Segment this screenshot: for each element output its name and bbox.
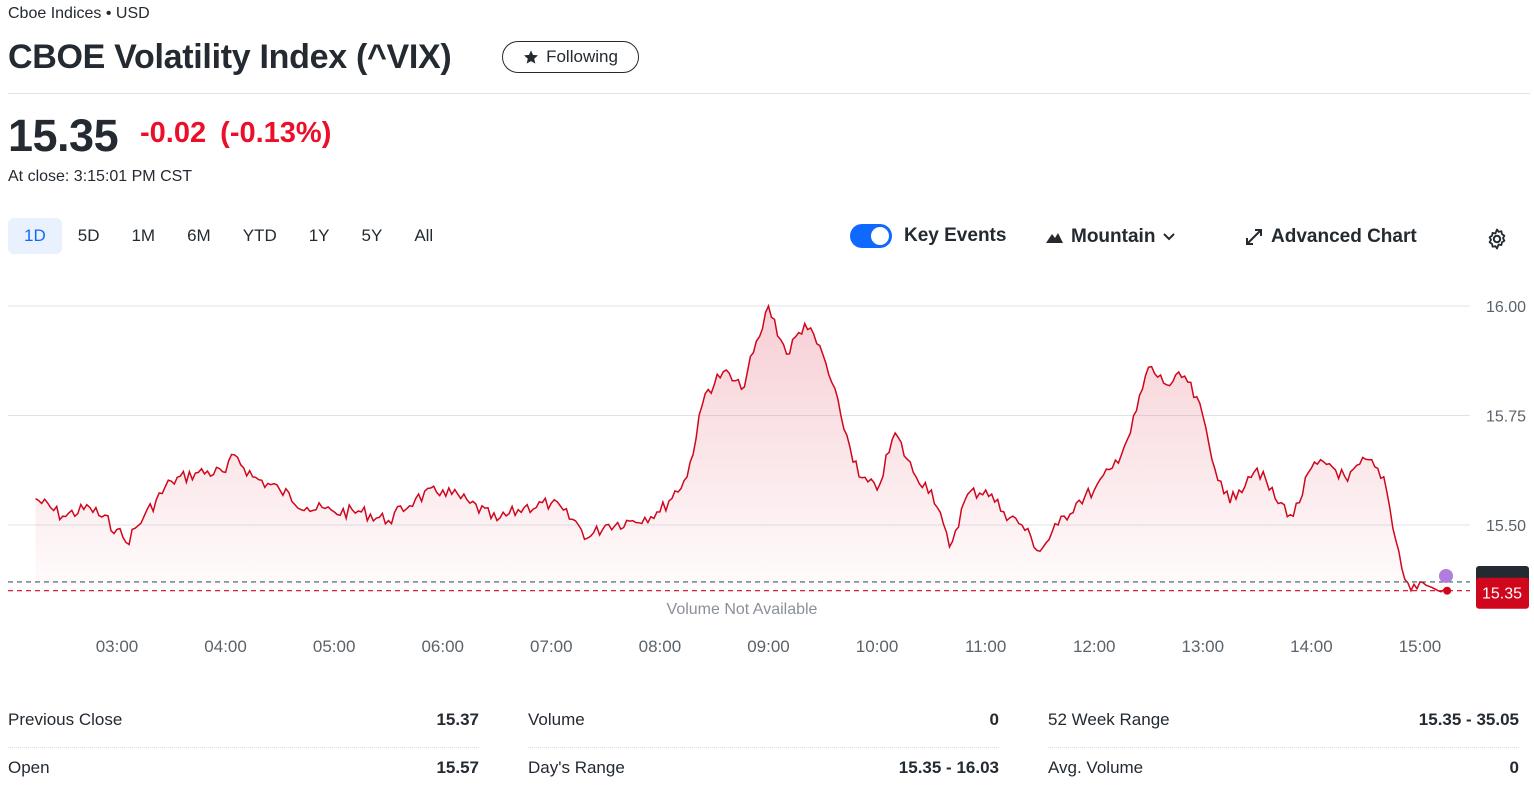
range-6m[interactable]: 6M — [187, 226, 211, 245]
following-label: Following — [546, 47, 618, 66]
stat-row: 52 Week Range 15.35 - 35.05 — [1048, 700, 1519, 748]
range-5y[interactable]: 5Y — [361, 226, 383, 245]
header-divider — [8, 93, 1530, 94]
x-tick-label: 11:00 — [965, 637, 1006, 656]
price-line — [35, 303, 1448, 593]
x-tick-label: 14:00 — [1290, 637, 1333, 656]
x-tick-label: 10:00 — [856, 637, 899, 656]
stats-column: Volume 0 Day's Range 15.35 - 16.03 — [528, 700, 999, 795]
advanced-chart-button[interactable]: Advanced Chart — [1245, 226, 1417, 248]
x-tick-label: 05:00 — [313, 637, 356, 656]
x-tick-label: 12:00 — [1073, 637, 1116, 656]
y-tick-label: 15.75 — [1486, 409, 1526, 426]
range-1y[interactable]: 1Y — [308, 226, 330, 245]
x-tick-label: 13:00 — [1182, 637, 1225, 656]
x-tick-label: 04:00 — [204, 637, 247, 656]
page-title: CBOE Volatility Index (^VIX) — [8, 38, 452, 76]
quote-price: 15.35 — [8, 110, 119, 161]
stat-label: 52 Week Range — [1048, 710, 1170, 729]
stat-row: Volume 0 — [528, 700, 999, 748]
x-tick-label: 03:00 — [96, 637, 139, 656]
key-event-marker[interactable] — [1439, 568, 1453, 583]
toggle-switch[interactable] — [850, 224, 892, 248]
x-tick-label: 09:00 — [747, 637, 790, 656]
stat-value: 15.37 — [436, 710, 479, 729]
x-tick-label: 15:00 — [1399, 637, 1442, 656]
current-price-label: 15.35 — [1482, 586, 1522, 603]
gear-icon[interactable] — [1485, 227, 1509, 251]
chevron-down-icon — [1163, 233, 1176, 241]
stat-value: 15.57 — [436, 758, 479, 777]
range-ytd[interactable]: YTD — [242, 226, 277, 245]
following-button[interactable]: Following — [502, 41, 639, 73]
range-selector: 1D 5D 1M 6M YTD 1Y 5Y All — [8, 218, 449, 254]
range-5d[interactable]: 5D — [77, 226, 100, 245]
last-price-dot — [1443, 586, 1452, 595]
stat-label: Avg. Volume — [1048, 758, 1144, 777]
current-price-tag — [1476, 577, 1529, 609]
stat-value: 15.35 - 35.05 — [1418, 710, 1519, 729]
range-1d[interactable]: 1D — [8, 218, 62, 254]
stat-row: Day's Range 15.35 - 16.03 — [528, 748, 999, 795]
price-area — [35, 306, 1448, 592]
stat-value: 0 — [989, 710, 999, 729]
x-tick-label: 08:00 — [639, 637, 682, 656]
volume-note: Volume Not Available — [667, 601, 818, 618]
stat-label: Volume — [528, 710, 585, 729]
close-time: At close: 3:15:01 PM CST — [8, 168, 193, 185]
stat-value: 0 — [1509, 758, 1519, 777]
stat-value: 15.35 - 16.03 — [898, 758, 999, 777]
key-events-toggle[interactable]: Key Events — [850, 224, 1006, 248]
star-icon — [524, 50, 539, 64]
y-tick-label: 15.50 — [1486, 518, 1526, 535]
stat-label: Day's Range — [528, 758, 625, 777]
stat-label: Previous Close — [8, 710, 123, 729]
change-value: -0.02 — [140, 117, 207, 149]
stat-label: Open — [8, 758, 50, 777]
range-1m[interactable]: 1M — [131, 226, 156, 245]
stat-row: Avg. Volume 0 — [1048, 748, 1519, 795]
change-percent: (-0.13%) — [220, 117, 332, 149]
advanced-chart-label: Advanced Chart — [1271, 226, 1417, 247]
chart-type-label: Mountain — [1071, 226, 1156, 247]
y-tick-label: 16.00 — [1486, 299, 1526, 316]
key-events-label: Key Events — [904, 225, 1007, 246]
exchange-label: Cboe Indices • USD — [8, 5, 150, 22]
mountain-icon — [1046, 233, 1063, 243]
x-tick-label: 07:00 — [530, 637, 573, 656]
x-tick-label: 06:00 — [421, 637, 464, 656]
quote-change: -0.02 (-0.13%) — [140, 117, 331, 150]
chart-type-dropdown[interactable]: Mountain — [1046, 226, 1176, 248]
expand-icon — [1246, 229, 1262, 245]
stat-row: Previous Close 15.37 — [8, 700, 479, 748]
stats-column: 52 Week Range 15.35 - 35.05 Avg. Volume … — [1048, 700, 1519, 795]
stat-row: Open 15.57 — [8, 748, 479, 795]
price-chart[interactable]: 16.00 15.75 15.50 03:00 04:00 05:00 06:00 07:00… — [0, 280, 1534, 670]
range-all[interactable]: All — [414, 226, 434, 245]
stats-column: Previous Close 15.37 Open 15.57 — [8, 700, 479, 795]
